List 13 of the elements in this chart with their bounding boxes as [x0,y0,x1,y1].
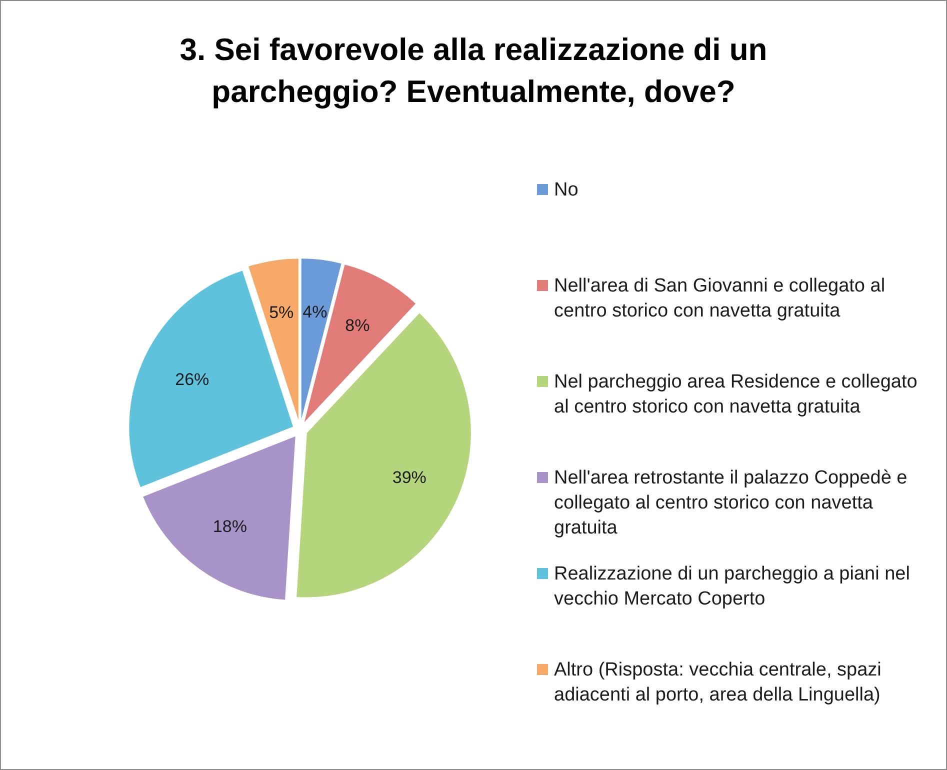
data-label: 39% [392,468,426,487]
legend-label: Altro (Risposta: vecchia centrale, spazi adiacenti al porto, area della Linguella) [554,660,882,706]
legend-label: No [554,180,578,200]
chart-title: 3. Sei favorevole alla realizzazione di un parcheggio? Eventualmente, dove? [180,32,768,109]
legend-label: Realizzazione di un parcheggio a piani nel vecchio Mercato Coperto [554,564,910,610]
data-label: 4% [302,302,328,322]
data-label: 18% [212,516,247,536]
data-label: 8% [345,316,370,336]
data-label: 5% [269,302,294,322]
legend-label: Nell'area retrostante il palazzo Coppedè e collegato al centro storico con navetta gratuita [554,468,908,538]
data-label: 26% [175,370,210,389]
legend-label: Nel parcheggio area Residence e collegato al centro storico con navetta gratuita [554,372,918,418]
legend-label: Nell'area di San Giovanni e collegato al centro storico con navetta gratuita [554,276,886,322]
